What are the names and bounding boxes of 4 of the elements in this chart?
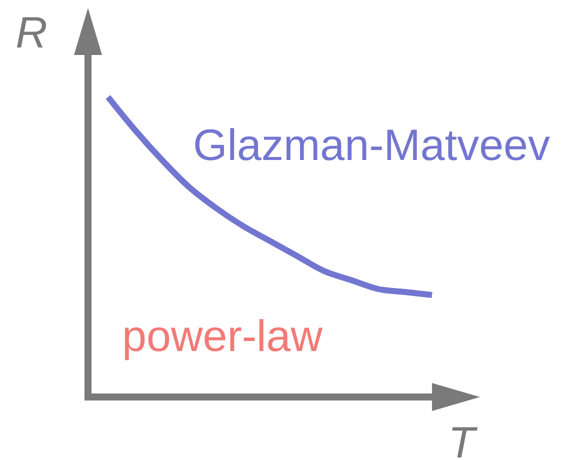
y-axis-title: R: [16, 8, 48, 58]
x-axis-title: T: [448, 418, 478, 460]
series-label: Glazman-Matveev: [193, 121, 550, 170]
annotation: power-law: [122, 312, 323, 361]
